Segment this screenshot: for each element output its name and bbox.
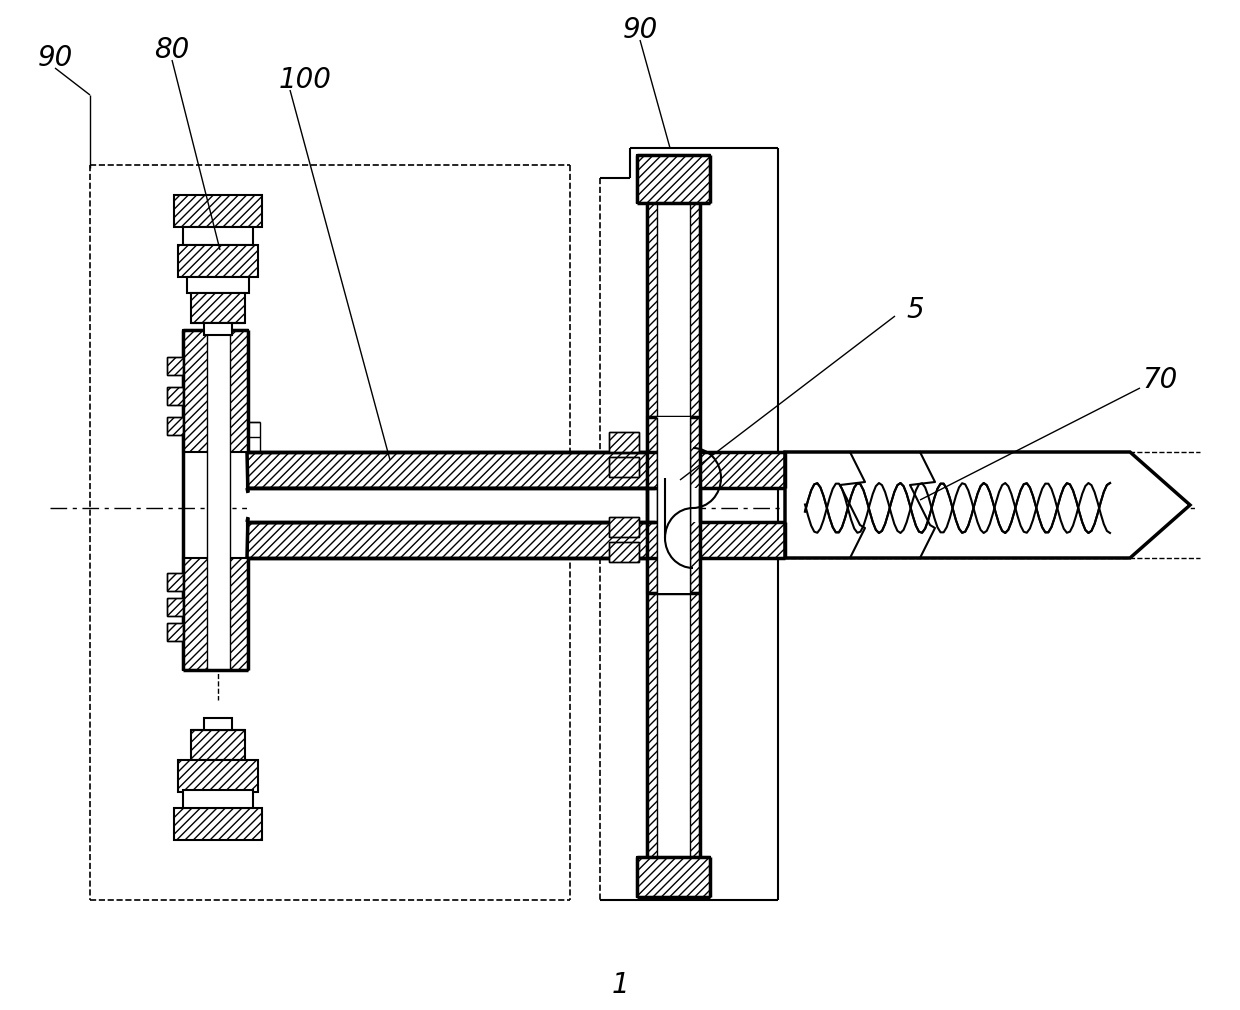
Text: 1: 1 xyxy=(611,971,629,999)
Polygon shape xyxy=(785,452,1190,558)
Bar xyxy=(184,790,253,808)
Bar xyxy=(657,203,689,857)
Bar xyxy=(167,417,184,435)
Bar xyxy=(167,417,184,435)
Bar xyxy=(167,623,184,641)
Bar xyxy=(609,542,639,562)
Bar xyxy=(787,456,1127,554)
Bar xyxy=(647,203,701,857)
Bar xyxy=(647,488,701,522)
Bar xyxy=(187,792,249,808)
Text: 90: 90 xyxy=(37,44,73,72)
Bar xyxy=(179,760,258,792)
Bar xyxy=(167,573,184,591)
Bar xyxy=(167,357,184,375)
Bar xyxy=(609,517,639,537)
Bar xyxy=(657,417,689,593)
Bar xyxy=(247,522,655,558)
Bar xyxy=(167,387,184,405)
Bar xyxy=(191,293,246,323)
Bar xyxy=(207,330,229,670)
Bar xyxy=(637,857,711,897)
Polygon shape xyxy=(787,454,1187,556)
Bar xyxy=(247,452,655,488)
Bar xyxy=(637,155,711,203)
Bar xyxy=(179,245,258,277)
Bar xyxy=(191,730,246,760)
Text: 90: 90 xyxy=(622,16,657,44)
Bar xyxy=(184,330,248,452)
Bar xyxy=(609,457,639,477)
Bar xyxy=(167,387,184,405)
Bar xyxy=(167,573,184,591)
Bar xyxy=(247,488,655,522)
Bar xyxy=(184,227,253,245)
Bar xyxy=(167,598,184,616)
Bar xyxy=(167,598,184,616)
Bar xyxy=(167,623,184,641)
Bar xyxy=(205,718,232,730)
Bar xyxy=(609,432,639,452)
Text: 100: 100 xyxy=(279,66,331,94)
Bar xyxy=(187,277,249,293)
Bar xyxy=(205,323,232,335)
Bar xyxy=(701,522,785,558)
Bar xyxy=(701,452,785,488)
Bar xyxy=(174,808,262,840)
Text: 80: 80 xyxy=(154,36,190,64)
Text: 70: 70 xyxy=(1142,366,1178,394)
Bar xyxy=(184,558,248,670)
Text: 5: 5 xyxy=(906,296,924,324)
Bar xyxy=(167,357,184,375)
Bar xyxy=(647,417,701,593)
Bar xyxy=(174,195,262,227)
